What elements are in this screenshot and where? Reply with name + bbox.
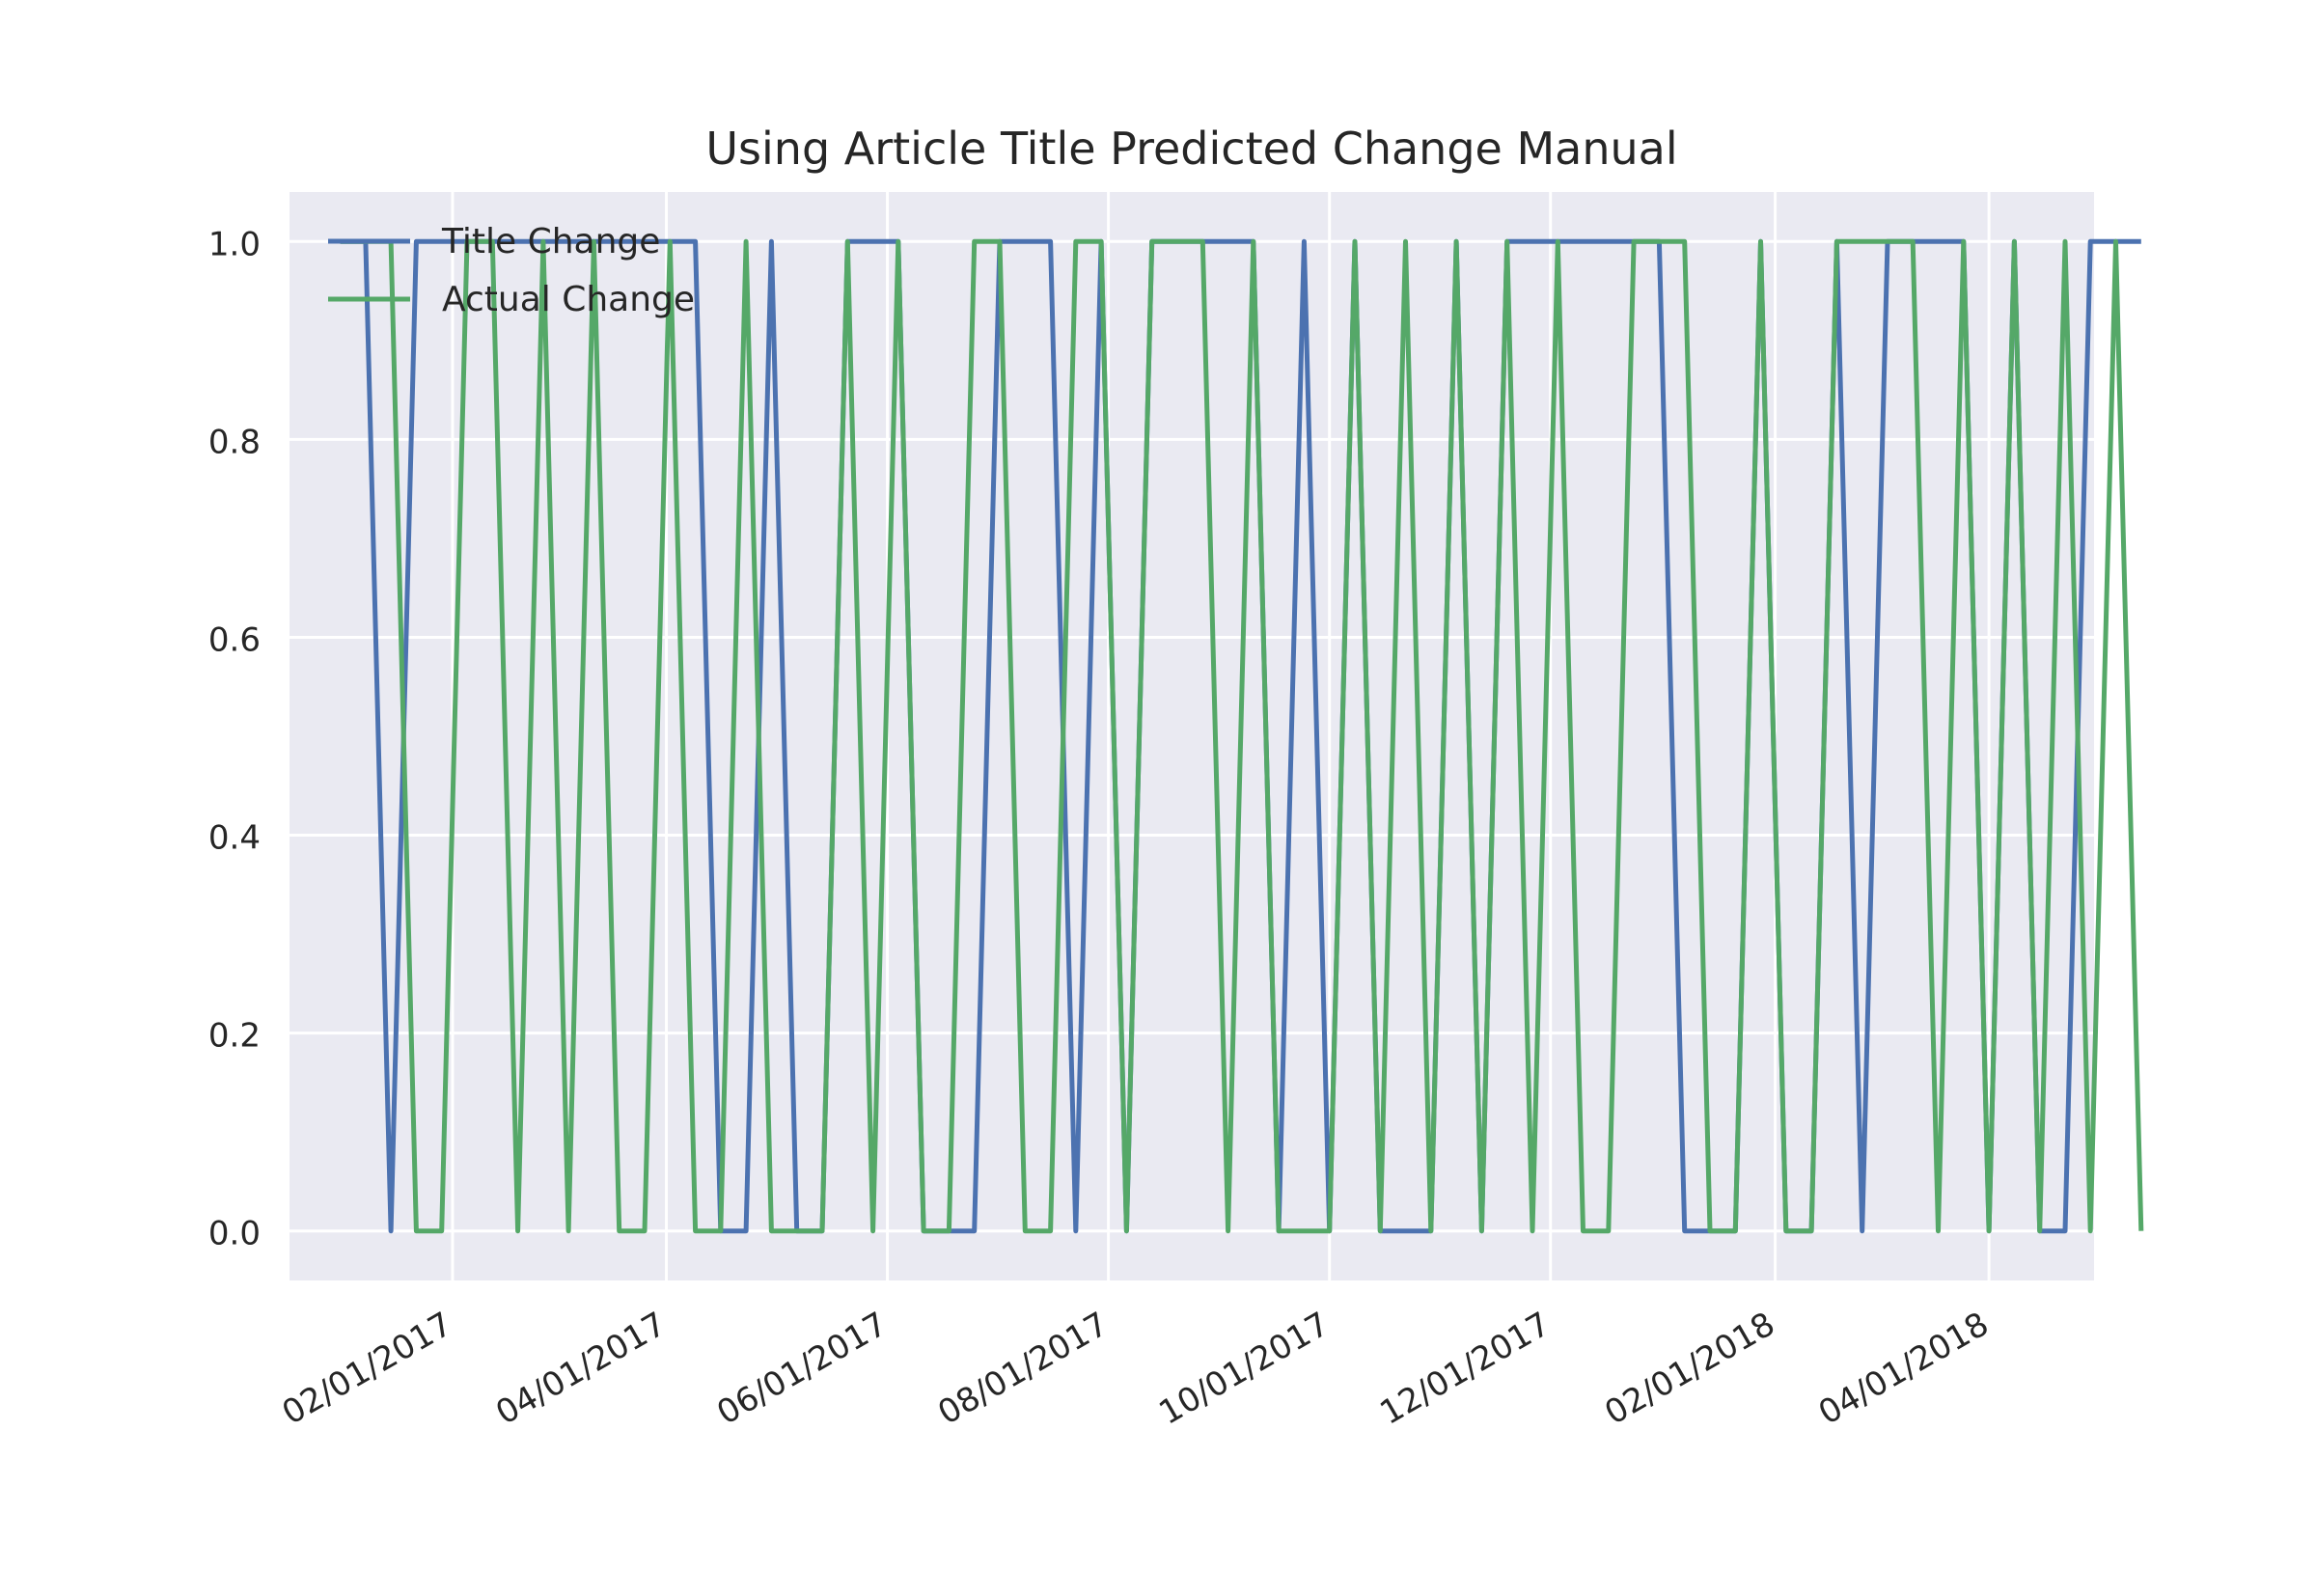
y-tick-label: 0.8 xyxy=(208,423,261,461)
x-tick-label: 08/01/2017 xyxy=(931,1305,1115,1433)
legend-label: Title Change xyxy=(441,222,660,261)
series-line-1 xyxy=(340,238,2144,1234)
legend-label: Actual Change xyxy=(442,280,695,319)
x-tick-label: 04/01/2018 xyxy=(1812,1305,1996,1433)
y-tick-label: 0.0 xyxy=(208,1215,261,1253)
legend: Title Change Actual Change xyxy=(328,222,695,319)
x-tick-label: 04/01/2017 xyxy=(489,1305,673,1433)
x-tick-label: 12/01/2017 xyxy=(1374,1305,1558,1433)
series-lines xyxy=(340,238,2144,1234)
x-tick-label: 06/01/2017 xyxy=(710,1305,894,1433)
x-tick-label: 02/01/2018 xyxy=(1598,1305,1781,1433)
y-tick-label: 0.4 xyxy=(208,819,261,858)
series-line-0 xyxy=(340,238,2141,1234)
chart-title: Using Article Title Predicted Change Man… xyxy=(705,123,1677,175)
x-tick-label: 10/01/2017 xyxy=(1152,1305,1336,1433)
y-axis-tick-labels: 0.0 0.2 0.4 0.6 0.8 1.0 xyxy=(208,225,261,1252)
x-tick-label: 02/01/2017 xyxy=(276,1305,459,1433)
x-axis-tick-labels: 02/01/2017 04/01/2017 06/01/2017 08/01/2017… xyxy=(276,1305,1996,1433)
y-tick-label: 0.2 xyxy=(208,1017,261,1056)
y-tick-label: 1.0 xyxy=(208,225,261,263)
y-tick-label: 0.6 xyxy=(208,620,261,659)
